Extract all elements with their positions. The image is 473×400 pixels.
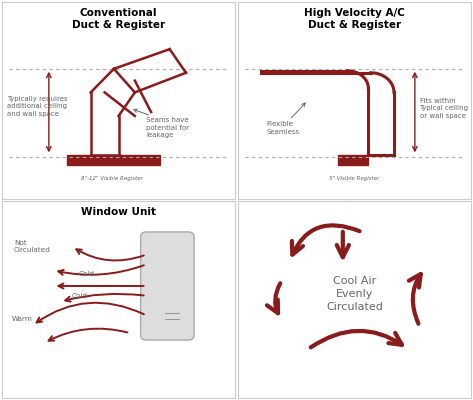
Text: Seams have
potential for
leakage: Seams have potential for leakage: [147, 117, 190, 138]
Text: Conventional
Duct & Register: Conventional Duct & Register: [72, 8, 165, 30]
Bar: [338, 155, 368, 165]
Bar: [68, 155, 160, 165]
Text: Window Unit: Window Unit: [81, 207, 156, 217]
FancyBboxPatch shape: [140, 232, 194, 340]
Text: High Velocity A/C
Duct & Register: High Velocity A/C Duct & Register: [304, 8, 405, 30]
Text: Typically requires
additional ceiling
and wall space: Typically requires additional ceiling an…: [7, 96, 68, 117]
Text: 8"-12" Visible Register: 8"-12" Visible Register: [81, 176, 142, 181]
Text: Flexible
Seamless: Flexible Seamless: [266, 121, 299, 134]
Text: Warm: Warm: [12, 316, 33, 322]
Text: Fits within
Typical ceiling
or wall space: Fits within Typical ceiling or wall spac…: [420, 98, 469, 119]
Text: Not
Circulated: Not Circulated: [14, 240, 51, 253]
Text: Cold: Cold: [79, 271, 95, 277]
Text: 5" Visible Register: 5" Visible Register: [329, 176, 380, 181]
Text: Cold: Cold: [72, 293, 88, 299]
Text: Cool Air
Evenly
Circulated: Cool Air Evenly Circulated: [326, 276, 383, 312]
